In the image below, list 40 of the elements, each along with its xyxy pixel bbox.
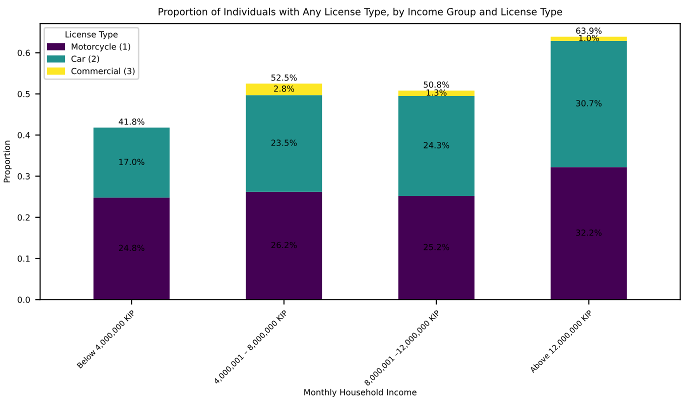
bar: [398, 96, 474, 196]
legend-label: Commercial (3): [71, 68, 135, 76]
bar: [246, 95, 322, 192]
bar: [550, 36, 627, 41]
legend-label: Motorcycle (1): [72, 43, 130, 52]
y-tick-label: 0.1: [18, 255, 30, 262]
x-axis-title: Monthly Household Income: [304, 388, 416, 397]
y-tick-label: 0.2: [18, 214, 30, 221]
y-tick-label: 0.5: [18, 90, 30, 98]
bar: [93, 198, 170, 300]
bar: [398, 90, 474, 96]
total-label: 50.8%: [424, 81, 450, 88]
total-label: 41.8%: [118, 118, 144, 125]
data-label: 23.5%: [271, 140, 297, 146]
bar: [246, 84, 322, 96]
bar: [550, 167, 627, 300]
y-tick-label: 0.0: [18, 296, 30, 303]
y-tick-label: 0.3: [18, 173, 30, 180]
chart-title: Proportion of Individuals with Any License Type, by Income Group and License Type: [158, 8, 562, 18]
bar: [93, 128, 170, 198]
total-label: 52.5%: [271, 74, 297, 81]
bar: [246, 192, 322, 300]
bar: [398, 196, 474, 300]
data-label: 24.8%: [118, 244, 144, 252]
total-label: 63.9%: [576, 28, 602, 34]
data-label: 1.0%: [579, 34, 599, 42]
bar: [550, 40, 627, 168]
y-axis-title: Proportion: [4, 140, 12, 182]
data-label: 26.2%: [271, 242, 297, 248]
data-label: 2.8%: [274, 85, 294, 92]
y-tick-label: 0.6: [18, 50, 30, 56]
data-label: 32.2%: [576, 230, 602, 236]
data-label: 24.3%: [424, 142, 450, 148]
data-label: 1.3%: [426, 89, 447, 96]
data-label: 25.2%: [424, 244, 450, 250]
data-label: 30.7%: [576, 100, 602, 106]
legend-label: Car (2): [71, 56, 100, 63]
data-label: 17.0%: [119, 158, 144, 166]
y-tick-label: 0.4: [18, 132, 30, 138]
legend-title: License Type: [66, 31, 118, 40]
